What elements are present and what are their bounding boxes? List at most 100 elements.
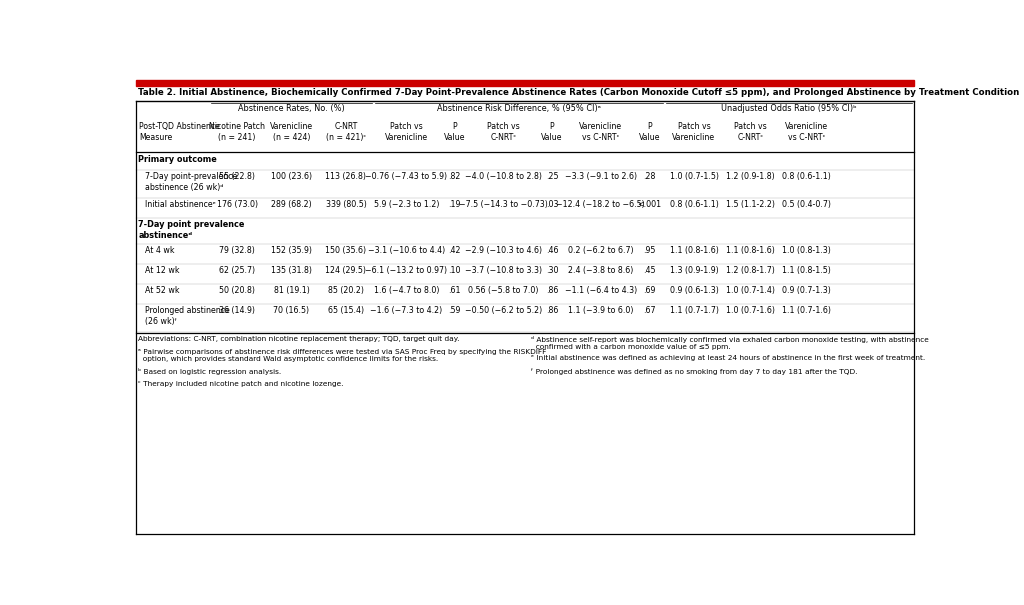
Text: 1.0 (0.7-1.4): 1.0 (0.7-1.4) [726,286,775,295]
Text: .03: .03 [546,200,558,209]
Text: 100 (23.6): 100 (23.6) [271,172,312,182]
Text: ᵉ Initial abstinence was defined as achieving at least 24 hours of abstinence in: ᵉ Initial abstinence was defined as achi… [531,355,926,361]
Text: 1.2 (0.8-1.7): 1.2 (0.8-1.7) [726,266,775,275]
Text: −0.76 (−7.43 to 5.9): −0.76 (−7.43 to 5.9) [366,172,447,182]
Text: P
Value: P Value [639,122,660,142]
Text: P
Value: P Value [444,122,466,142]
Text: −4.0 (−10.8 to 2.8): −4.0 (−10.8 to 2.8) [465,172,542,182]
Text: 1.1 (−3.9 to 6.0): 1.1 (−3.9 to 6.0) [568,306,633,315]
Text: ᶜ Therapy included nicotine patch and nicotine lozenge.: ᶜ Therapy included nicotine patch and ni… [138,382,344,387]
Text: −3.1 (−10.6 to 4.4): −3.1 (−10.6 to 4.4) [368,246,444,255]
Text: −3.7 (−10.8 to 3.3): −3.7 (−10.8 to 3.3) [465,266,542,275]
Text: 1.1 (0.7-1.7): 1.1 (0.7-1.7) [670,306,719,315]
Text: 7-Day point-prevalence
abstinence (26 wk)ᵈ: 7-Day point-prevalence abstinence (26 wk… [145,172,238,192]
Text: −2.9 (−10.3 to 4.6): −2.9 (−10.3 to 4.6) [465,246,542,255]
Text: 1.2 (0.9-1.8): 1.2 (0.9-1.8) [726,172,774,182]
Text: 62 (25.7): 62 (25.7) [219,266,255,275]
Text: Varenicline
vs C-NRTᶜ: Varenicline vs C-NRTᶜ [785,122,828,142]
Text: .10: .10 [449,266,461,275]
Text: C-NRT
(n = 421)ᶜ: C-NRT (n = 421)ᶜ [326,122,366,142]
Text: −1.6 (−7.3 to 4.2): −1.6 (−7.3 to 4.2) [370,306,442,315]
Bar [136,80,913,86]
Text: .69: .69 [643,286,655,295]
Text: Abstinence Rates, No. (%): Abstinence Rates, No. (%) [239,104,345,113]
Text: 0.9 (0.6-1.3): 0.9 (0.6-1.3) [670,286,718,295]
Text: Varenicline
vs C-NRTᶜ: Varenicline vs C-NRTᶜ [579,122,623,142]
Text: 0.56 (−5.8 to 7.0): 0.56 (−5.8 to 7.0) [468,286,539,295]
Text: Nicotine Patch
(n = 241): Nicotine Patch (n = 241) [209,122,265,142]
Text: 1.1 (0.8-1.6): 1.1 (0.8-1.6) [726,246,775,255]
Text: 1.5 (1.1-2.2): 1.5 (1.1-2.2) [726,200,775,209]
Text: ᵇ Based on logistic regression analysis.: ᵇ Based on logistic regression analysis. [138,368,282,376]
Text: .46: .46 [546,246,558,255]
Text: Patch vs
Varenicline: Patch vs Varenicline [673,122,716,142]
Text: 150 (35.6): 150 (35.6) [326,246,367,255]
Text: 79 (32.8): 79 (32.8) [219,246,255,255]
Text: Table 2. Initial Abstinence, Biochemically Confirmed 7-Day Point-Prevalence Abst: Table 2. Initial Abstinence, Biochemical… [137,88,1019,97]
Text: 1.1 (0.8-1.5): 1.1 (0.8-1.5) [782,266,831,275]
Text: .19: .19 [449,200,461,209]
Text: At 4 wk: At 4 wk [145,246,175,255]
Text: Primary outcome: Primary outcome [138,155,217,163]
Text: 36 (14.9): 36 (14.9) [219,306,255,315]
Text: 1.1 (0.8-1.6): 1.1 (0.8-1.6) [670,246,718,255]
Text: ᶠ Prolonged abstinence was defined as no smoking from day 7 to day 181 after the: ᶠ Prolonged abstinence was defined as no… [531,368,858,376]
Text: At 12 wk: At 12 wk [145,266,180,275]
Text: 0.9 (0.7-1.3): 0.9 (0.7-1.3) [782,286,831,295]
Text: .61: .61 [449,286,461,295]
Text: 7-Day point prevalence
abstinenceᵈ: 7-Day point prevalence abstinenceᵈ [138,220,245,240]
Text: .42: .42 [449,246,461,255]
Text: Patch vs
C-NRTᶜ: Patch vs C-NRTᶜ [734,122,767,142]
Text: 5.9 (−2.3 to 1.2): 5.9 (−2.3 to 1.2) [374,200,439,209]
Text: Patch vs
C-NRTᶜ: Patch vs C-NRTᶜ [487,122,520,142]
Text: 2.4 (−3.8 to 8.6): 2.4 (−3.8 to 8.6) [568,266,633,275]
Text: .25: .25 [546,172,558,182]
Text: At 52 wk: At 52 wk [145,286,180,295]
Text: Abstinence Risk Difference, % (95% CI)ᵃ: Abstinence Risk Difference, % (95% CI)ᵃ [437,104,601,113]
Text: 85 (20.2): 85 (20.2) [328,286,364,295]
Text: −7.5 (−14.3 to −0.73): −7.5 (−14.3 to −0.73) [459,200,548,209]
Text: 1.6 (−4.7 to 8.0): 1.6 (−4.7 to 8.0) [374,286,439,295]
Text: 289 (68.2): 289 (68.2) [271,200,311,209]
Text: .95: .95 [643,246,655,255]
Text: 339 (80.5): 339 (80.5) [326,200,367,209]
Text: Unadjusted Odds Ratio (95% CI)ᵇ: Unadjusted Odds Ratio (95% CI)ᵇ [722,104,857,113]
Text: −0.50 (−6.2 to 5.2): −0.50 (−6.2 to 5.2) [465,306,542,315]
Text: 1.3 (0.9-1.9): 1.3 (0.9-1.9) [670,266,718,275]
Text: ᵃ Pairwise comparisons of abstinence risk differences were tested via SAS Proc F: ᵃ Pairwise comparisons of abstinence ris… [138,349,547,362]
Text: −12.4 (−18.2 to −6.5): −12.4 (−18.2 to −6.5) [556,200,645,209]
Text: 0.8 (0.6-1.1): 0.8 (0.6-1.1) [670,200,718,209]
Text: −3.3 (−9.1 to 2.6): −3.3 (−9.1 to 2.6) [564,172,637,182]
Text: .82: .82 [449,172,461,182]
Text: −6.1 (−13.2 to 0.97): −6.1 (−13.2 to 0.97) [366,266,447,275]
Text: 152 (35.9): 152 (35.9) [271,246,312,255]
Text: P
Value: P Value [542,122,563,142]
Text: 0.8 (0.6-1.1): 0.8 (0.6-1.1) [782,172,831,182]
Text: .45: .45 [643,266,655,275]
Text: .28: .28 [643,172,655,182]
Text: 1.1 (0.7-1.6): 1.1 (0.7-1.6) [782,306,831,315]
Text: .67: .67 [643,306,655,315]
Text: .86: .86 [546,306,558,315]
Text: 135 (31.8): 135 (31.8) [271,266,312,275]
Text: 1.0 (0.7-1.6): 1.0 (0.7-1.6) [726,306,775,315]
Text: 50 (20.8): 50 (20.8) [219,286,255,295]
Text: 65 (15.4): 65 (15.4) [328,306,364,315]
Text: Post-TQD Abstinence
Measure: Post-TQD Abstinence Measure [139,122,220,142]
Text: 176 (73.0): 176 (73.0) [216,200,258,209]
Text: ᵈ Abstinence self-report was biochemically confirmed via exhaled carbon monoxide: ᵈ Abstinence self-report was biochemical… [531,336,929,350]
Text: 0.2 (−6.2 to 6.7): 0.2 (−6.2 to 6.7) [568,246,634,255]
Text: 1.0 (0.7-1.5): 1.0 (0.7-1.5) [670,172,719,182]
Text: <.001: <.001 [637,200,662,209]
Text: Prolonged abstinence
(26 wk)ᶠ: Prolonged abstinence (26 wk)ᶠ [145,306,230,326]
Text: 81 (19.1): 81 (19.1) [273,286,309,295]
Text: .59: .59 [449,306,461,315]
Text: Patch vs
Varenicline: Patch vs Varenicline [385,122,428,142]
Text: 113 (26.8): 113 (26.8) [326,172,367,182]
Text: Abbreviations: C-NRT, combination nicotine replacement therapy; TQD, target quit: Abbreviations: C-NRT, combination nicoti… [138,336,460,342]
Text: 124 (29.5): 124 (29.5) [326,266,367,275]
Text: 0.5 (0.4-0.7): 0.5 (0.4-0.7) [782,200,831,209]
Text: 55 (22.8): 55 (22.8) [219,172,255,182]
Text: .86: .86 [546,286,558,295]
Text: −1.1 (−6.4 to 4.3): −1.1 (−6.4 to 4.3) [564,286,637,295]
